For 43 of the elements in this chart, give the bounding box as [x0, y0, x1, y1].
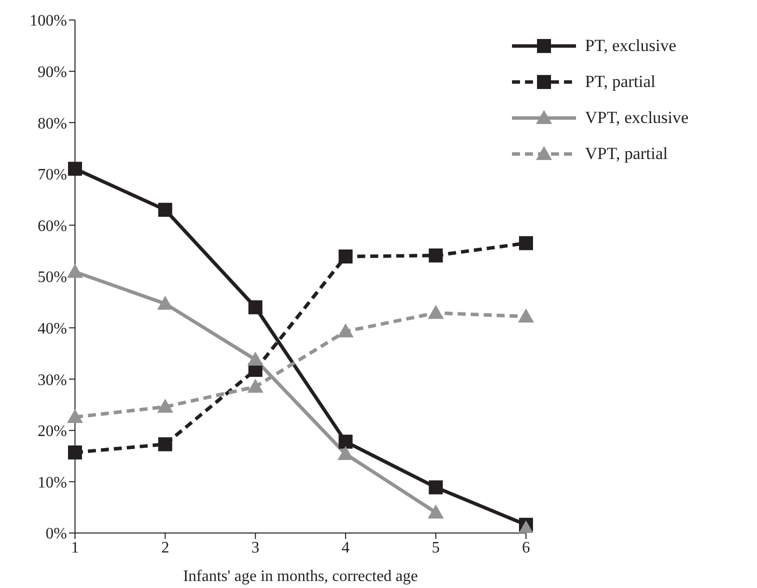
point — [157, 398, 174, 413]
y-tick-label: 30% — [38, 372, 67, 389]
point — [428, 480, 443, 494]
point — [247, 378, 264, 393]
point — [518, 308, 534, 323]
point — [519, 236, 533, 250]
point — [67, 264, 83, 278]
x-tick-label: 5 — [432, 539, 440, 556]
legend-label: PT, partial — [585, 72, 656, 92]
legend-label: VPT, partial — [585, 144, 668, 164]
x-axis-title: Infants' age in months, corrected age — [183, 568, 418, 585]
legend-label: VPT, exclusive — [585, 108, 689, 128]
point — [428, 304, 444, 319]
y-tick-label: 60% — [38, 218, 67, 235]
y-tick-label: 70% — [38, 166, 67, 184]
point — [338, 434, 353, 449]
point — [338, 323, 354, 338]
point — [428, 248, 443, 262]
y-tick-label: 90% — [38, 64, 67, 81]
y-tick-label: 100% — [30, 12, 67, 30]
y-tick-label: 20% — [38, 423, 67, 440]
point — [158, 437, 172, 452]
x-tick-label: 6 — [522, 539, 530, 556]
point — [428, 504, 444, 518]
x-tick-label: 2 — [161, 539, 170, 556]
x-tick-label: 1 — [71, 539, 79, 556]
point — [157, 296, 174, 310]
x-tick-label: 3 — [251, 539, 260, 556]
point — [67, 409, 83, 424]
x-tick-label: 4 — [342, 539, 350, 556]
y-tick-label: 80% — [38, 115, 67, 132]
y-tick-label: 10% — [38, 474, 67, 492]
point — [518, 520, 534, 533]
point — [158, 202, 172, 217]
legend-label: PT, exclusive — [585, 36, 676, 56]
y-tick-label: 40% — [38, 320, 67, 338]
point — [247, 352, 264, 366]
point — [68, 162, 82, 176]
y-tick-label: 50% — [38, 269, 67, 286]
point — [338, 249, 353, 264]
point — [248, 300, 262, 314]
point — [68, 445, 82, 460]
y-tick-label: 0% — [46, 526, 67, 543]
